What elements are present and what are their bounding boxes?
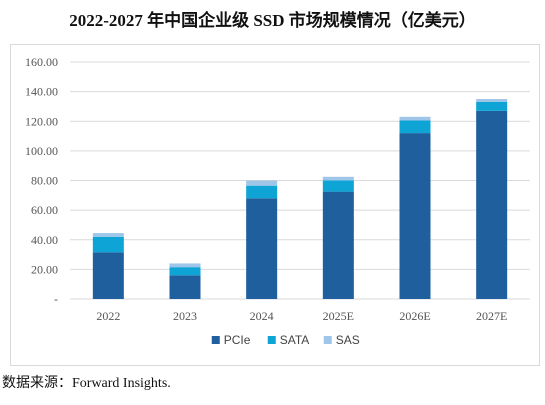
grid-lines — [70, 61, 530, 300]
bar-segment-pcie — [322, 191, 354, 299]
x-axis-ticks: 2022 2023 2024 2025E 2026E 2027E — [96, 309, 507, 323]
bar-segment-sata — [399, 120, 431, 134]
bar-segment-sas — [476, 99, 508, 102]
y-tick-label: 20.00 — [31, 262, 58, 276]
bar-segment-sata — [322, 180, 354, 192]
bar-segment-sas — [246, 180, 278, 186]
legend: PCIe SATA SAS — [211, 333, 360, 347]
bar-segment-sata — [92, 236, 124, 253]
x-tick-label: 2026E — [399, 309, 430, 323]
legend-label-sas: SAS — [336, 333, 360, 347]
y-tick-label: - — [54, 292, 58, 306]
y-tick-label: 80.00 — [31, 174, 58, 188]
x-tick-label: 2023 — [173, 309, 197, 323]
x-tick-label: 2027E — [476, 309, 507, 323]
y-tick-label: 60.00 — [31, 203, 58, 217]
legend-label-pcie: PCIe — [224, 333, 251, 347]
bar-segment-sas — [169, 263, 201, 268]
bar-segment-sata — [476, 101, 508, 111]
bar-segment-sata — [246, 185, 278, 199]
bar-segment-pcie — [169, 275, 201, 299]
chart-title: 2022-2027 年中国企业级 SSD 市场规模情况（亿美元） — [69, 11, 476, 30]
bar-segment-pcie — [92, 252, 124, 299]
bar-segment-sas — [399, 116, 431, 121]
legend-label-sata: SATA — [280, 333, 310, 347]
y-tick-label: 160.00 — [25, 55, 58, 69]
source-note: 数据来源：Forward Insights. — [2, 376, 171, 391]
x-tick-label: 2022 — [96, 309, 120, 323]
y-tick-label: 100.00 — [25, 144, 58, 158]
y-tick-label: 120.00 — [25, 114, 58, 128]
bars — [92, 99, 508, 299]
y-tick-label: 140.00 — [25, 85, 58, 99]
legend-swatch-sas — [323, 336, 332, 344]
bar-segment-sas — [92, 233, 124, 237]
chart-frame — [10, 44, 540, 366]
y-tick-label: 40.00 — [31, 233, 58, 247]
bar-segment-pcie — [399, 133, 431, 299]
legend-swatch-sata — [267, 336, 276, 344]
x-tick-label: 2025E — [323, 309, 354, 323]
bar-segment-sas — [322, 176, 354, 181]
x-tick-label: 2024 — [250, 309, 274, 323]
bar-segment-pcie — [246, 198, 278, 299]
bar-segment-sata — [169, 267, 201, 276]
legend-swatch-pcie — [211, 336, 220, 344]
bar-segment-pcie — [476, 110, 508, 299]
y-axis-ticks: - 20.00 40.00 60.00 80.00 100.00 120.00 140.00 1… — [25, 55, 58, 306]
